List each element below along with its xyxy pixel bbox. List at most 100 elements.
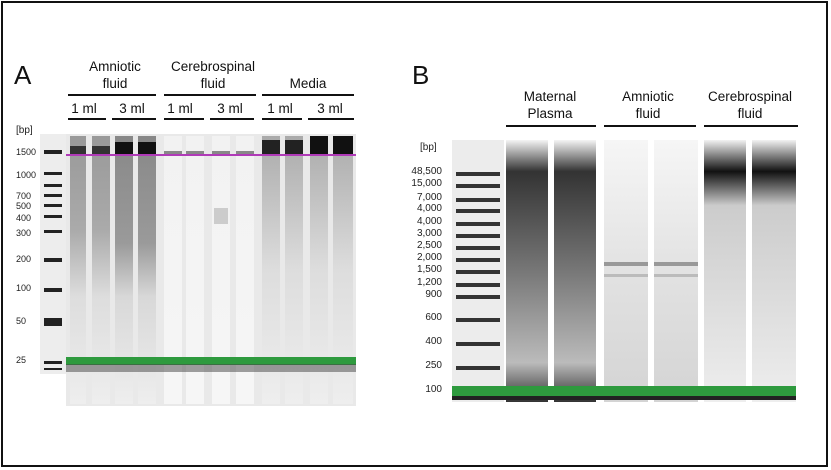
panel-a-lane	[310, 136, 328, 404]
gel-band	[186, 151, 204, 155]
ladder-band	[44, 318, 62, 326]
panel-a-volume-label: 3 ml	[119, 101, 145, 116]
panel-b-lane	[554, 140, 596, 402]
panel-b-group-csf: Cerebrospinal fluid	[707, 89, 793, 121]
panel-a-unit: [bp]	[16, 125, 33, 136]
panel-a-lower-marker	[66, 357, 356, 365]
panel-b-ladder-bands	[456, 172, 500, 370]
gel-band	[164, 151, 182, 155]
panel-b-ladder-label: 1,500	[416, 264, 442, 275]
ladder-band	[456, 172, 500, 176]
panel-b-ladder-label: 7,000	[416, 192, 442, 203]
panel-b-letter: B	[412, 60, 430, 90]
panel-a-volume-label: 1 ml	[71, 101, 97, 116]
panel-a-group-csf: Cerebrospinal fluid	[170, 59, 256, 91]
panel-b-unit: [bp]	[420, 142, 437, 153]
ladder-band	[44, 172, 62, 175]
panel-a-group-amniotic: Amniotic fluid	[89, 59, 141, 91]
ladder-band	[44, 288, 62, 292]
ladder-band	[456, 283, 500, 287]
gel-band	[604, 262, 648, 266]
ladder-band	[456, 270, 500, 274]
panel-b-ladder-label: 1,200	[416, 277, 442, 288]
panel-a-lane	[236, 136, 254, 404]
gel-band	[654, 274, 698, 277]
panel-b-lower-marker	[452, 386, 796, 396]
panel-a-lane	[333, 136, 353, 404]
panel-a-volume-label: 3 ml	[217, 101, 243, 116]
panel-b-lane	[654, 140, 698, 402]
panel-a-volume-rule	[262, 118, 302, 120]
panel-a-ladder-label: 400	[16, 213, 32, 223]
gel-band	[285, 140, 303, 154]
panel-a-lane	[164, 136, 182, 404]
panel-b-group-rule	[604, 125, 696, 127]
panel-b-ladder-label: 2,000	[416, 252, 442, 263]
panel-a-volume-label: 3 ml	[317, 101, 343, 116]
gel-band	[236, 151, 254, 155]
panel-a-volume-label: 1 ml	[167, 101, 193, 116]
panel-b-lane	[704, 140, 746, 402]
ladder-band	[44, 150, 62, 154]
panel-a-lower-shadow	[66, 364, 356, 372]
ladder-band	[456, 234, 500, 238]
panel-a-letter: A	[14, 60, 32, 90]
ladder-band	[456, 209, 500, 213]
panel-b-ladder-label: 400	[425, 336, 442, 347]
ladder-band	[44, 361, 62, 364]
panel-a-lane	[262, 136, 280, 404]
panel-a-lane	[70, 136, 86, 404]
panel-b-group-rule	[506, 125, 596, 127]
ladder-band	[44, 194, 62, 197]
gel-smear	[214, 208, 228, 224]
panel-b-lane	[604, 140, 648, 402]
panel-a-ladder-label: 1000	[16, 170, 37, 180]
gel-band	[92, 146, 110, 154]
panel-b-group-amniotic: Amniotic fluid	[622, 89, 674, 121]
ladder-band	[44, 230, 62, 233]
ladder-band	[44, 258, 62, 262]
panel-b-amniotic-bands	[604, 262, 698, 277]
ladder-band	[456, 295, 500, 299]
gel-band	[70, 146, 86, 154]
ladder-band	[456, 318, 500, 322]
gel-band	[333, 136, 353, 154]
panel-a-ladder-label: 25	[16, 355, 27, 365]
panel-a-ladder-label: 100	[16, 283, 32, 293]
panel-a-ladder-label: 50	[16, 316, 27, 326]
panel-b-ladder-label: 600	[425, 312, 442, 323]
ladder-band	[456, 342, 500, 346]
panel-b-ladder-label: 15,000	[411, 178, 442, 189]
panel-a-volume-label: 1 ml	[267, 101, 293, 116]
panel-b-ladder-label: 900	[425, 289, 442, 300]
panel-a-lane	[115, 136, 133, 404]
ladder-band	[44, 204, 62, 207]
panel-b-lower-shadow	[452, 396, 796, 400]
panel-a-volume-rule	[308, 118, 354, 120]
ladder-band	[44, 215, 62, 218]
ladder-band	[456, 246, 500, 250]
panel-a-lane	[212, 136, 230, 404]
panel-a-volume-rule	[112, 118, 156, 120]
panel-a-ladder-label: 700	[16, 191, 32, 201]
panel-a-ladder-label: 1500	[16, 147, 37, 157]
panel-b-ladder-label: 2,500	[416, 240, 442, 251]
panel-a-lane	[285, 136, 303, 404]
gel-band	[310, 136, 328, 154]
panel-a-ladder-label: 500	[16, 201, 32, 211]
panel-a-group-rule	[262, 94, 354, 96]
panel-b-ladder-label: 250	[425, 360, 442, 371]
panel-a-top-bands	[70, 136, 353, 155]
panel-a-lane	[92, 136, 110, 404]
panel-a-ladder-lane	[40, 134, 66, 374]
panel-b-ladder-label: 48,500	[411, 166, 442, 177]
panel-b-lane	[752, 140, 796, 402]
panel-a-group-rule	[164, 94, 256, 96]
ladder-band	[456, 184, 500, 188]
panel-b-ladder-label: 4,000	[416, 216, 442, 227]
panel-a-volume-rule	[164, 118, 204, 120]
ladder-band	[456, 198, 500, 202]
panel-a-volume-rule	[210, 118, 254, 120]
ladder-band	[456, 258, 500, 262]
